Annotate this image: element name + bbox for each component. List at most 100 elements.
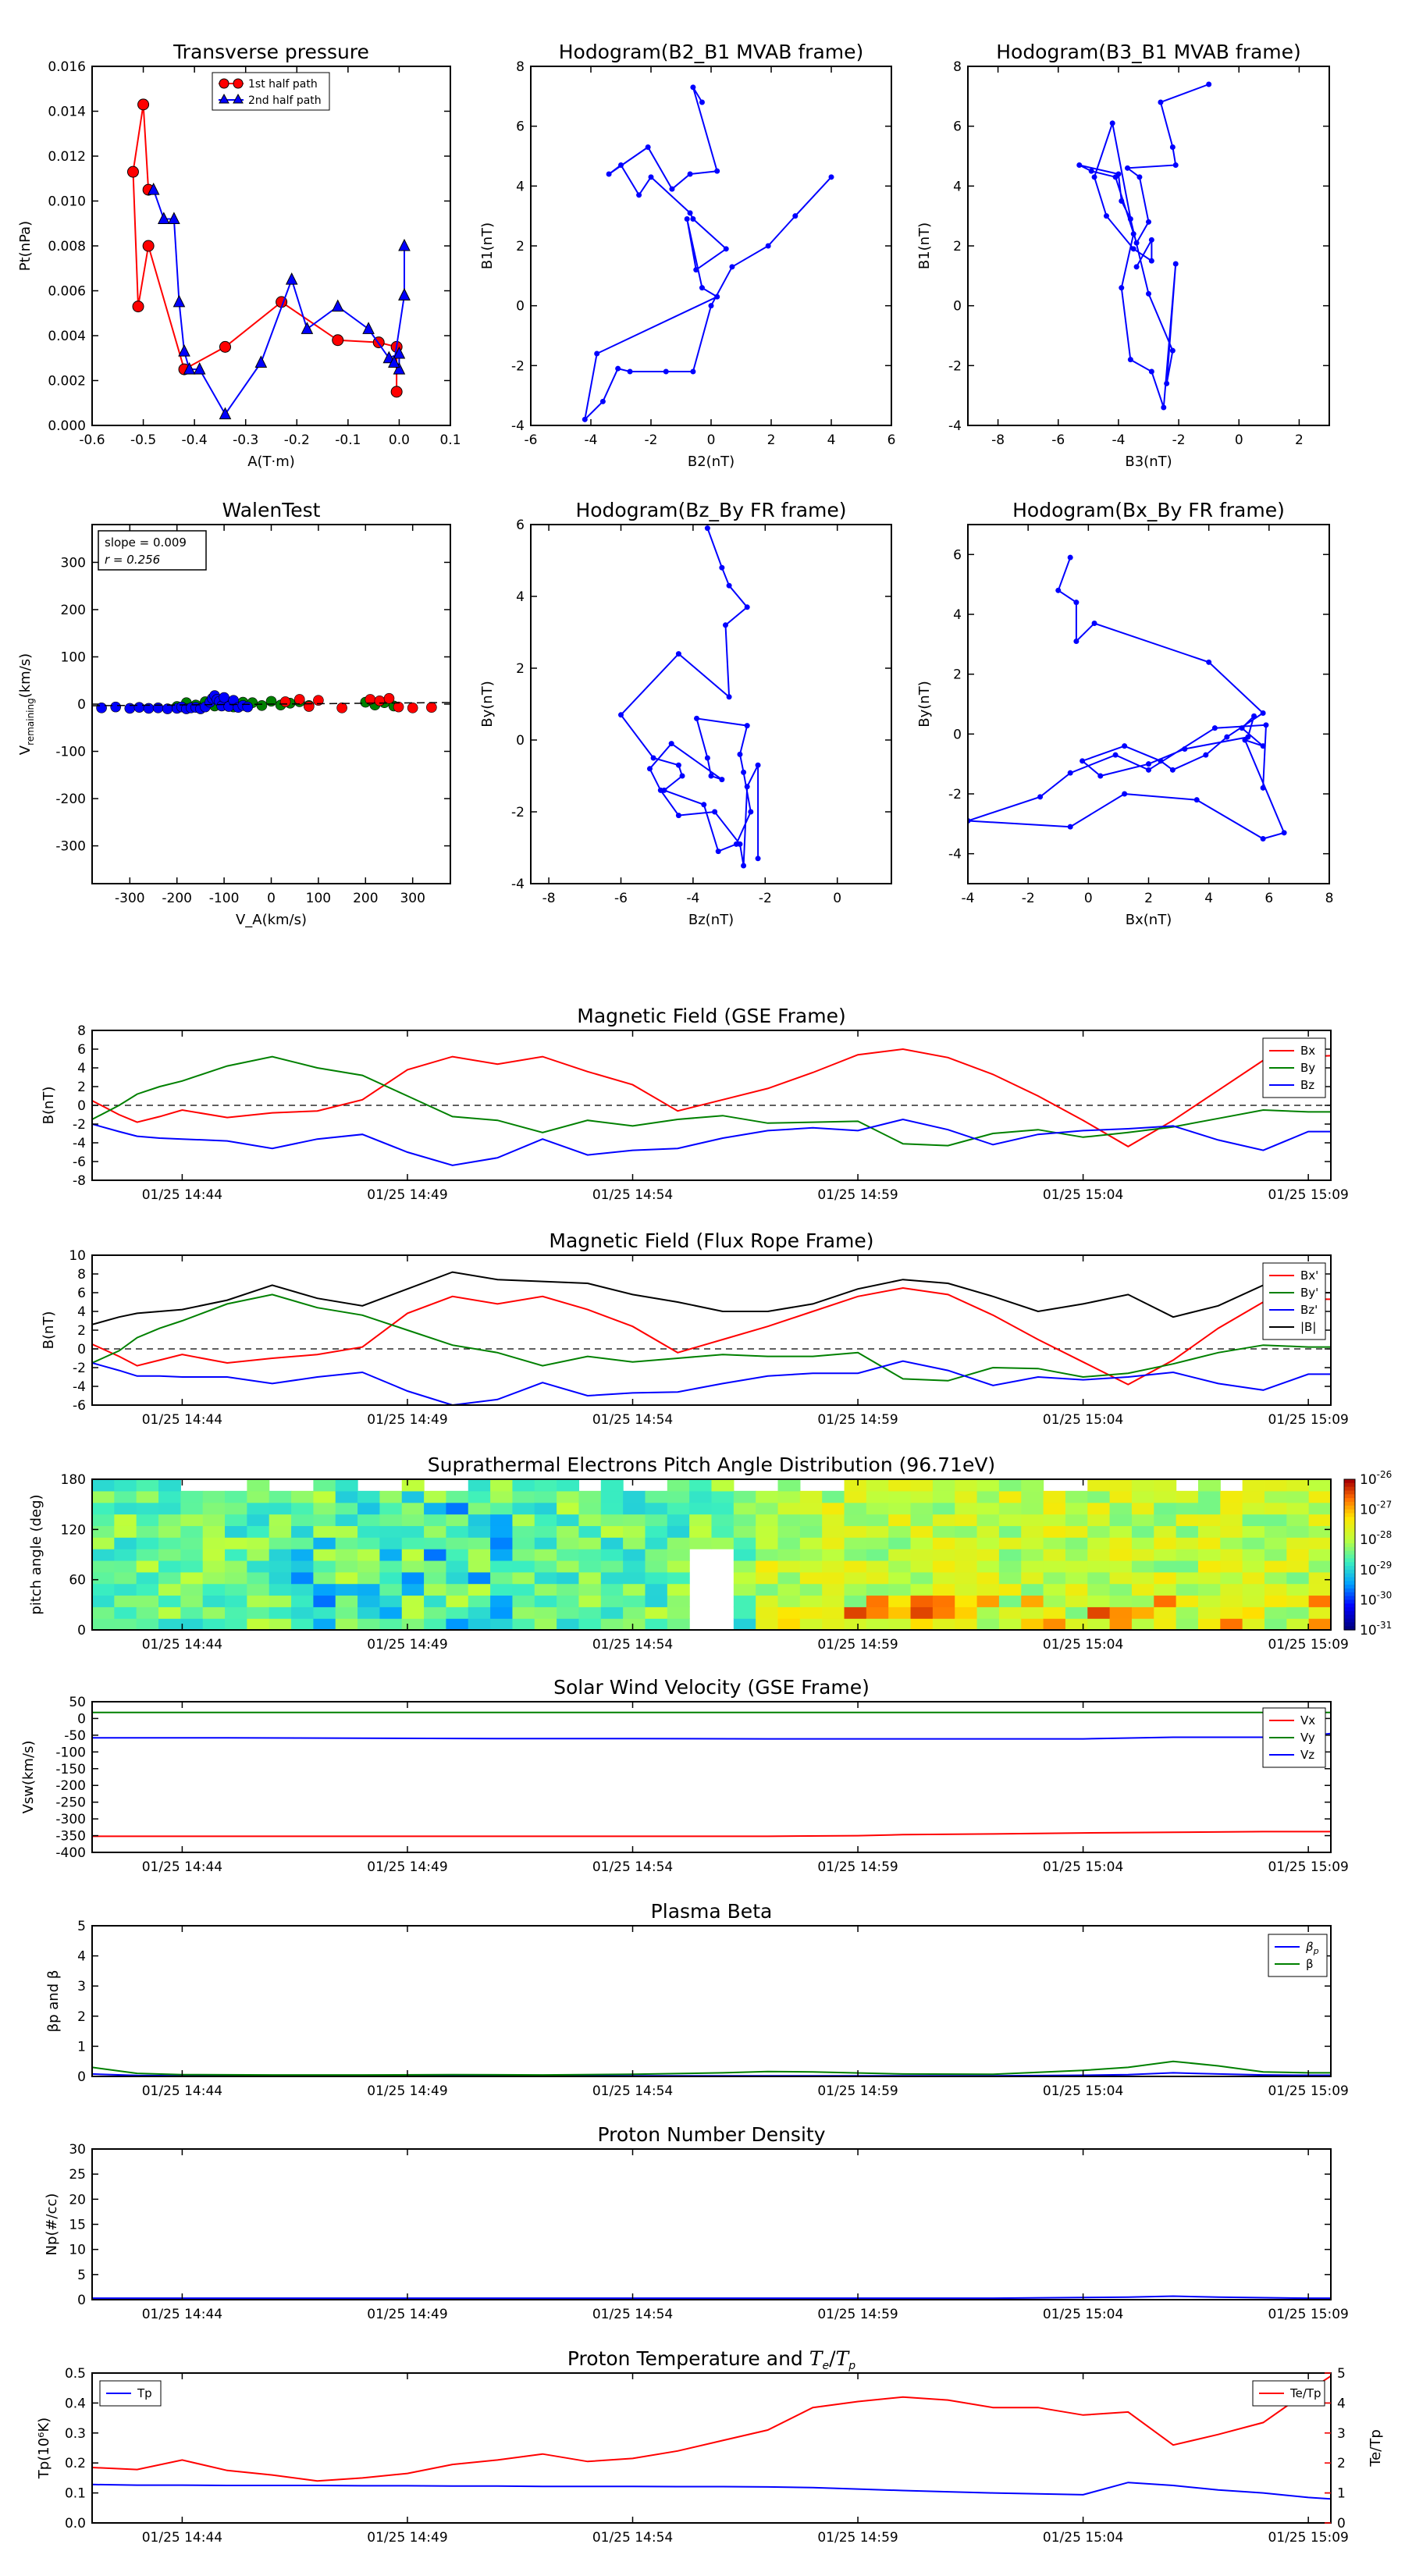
pad-colorbar-base: 10 bbox=[1360, 1472, 1377, 1488]
vsw-ytick-label: -350 bbox=[55, 1829, 86, 1845]
pad-xtick-label: 01/25 14:49 bbox=[367, 1637, 447, 1653]
pad-heatmap-cell bbox=[247, 1525, 270, 1538]
pad-heatmap-cell bbox=[313, 1560, 336, 1573]
pad-heatmap-cell bbox=[313, 1549, 336, 1561]
transverse-marker bbox=[178, 344, 190, 357]
pad-heatmap-cell bbox=[92, 1606, 115, 1619]
pad-heatmap-cell bbox=[92, 1571, 115, 1585]
pad-frame bbox=[91, 1478, 1332, 1631]
pad-heatmap-cell bbox=[92, 1490, 115, 1503]
pad-heatmap-cell bbox=[888, 1549, 912, 1561]
pad-heatmap-cell bbox=[1065, 1595, 1088, 1607]
pad-heatmap-cell bbox=[114, 1514, 137, 1526]
pad-colorbar-exp: -29 bbox=[1377, 1560, 1393, 1571]
tp-title-te: T bbox=[809, 2347, 824, 2370]
pad-heatmap-cell bbox=[1220, 1514, 1243, 1526]
pad-heatmap-cell bbox=[910, 1560, 934, 1573]
pad-heatmap-cell bbox=[932, 1479, 955, 1492]
pad-heatmap-cell bbox=[600, 1525, 624, 1538]
hodo_b3b1-marker bbox=[1161, 404, 1167, 411]
hodo_b3b1-marker bbox=[1130, 246, 1136, 252]
pad-heatmap-cell bbox=[910, 1537, 934, 1550]
transverse-ytick-label: 0.012 bbox=[48, 149, 86, 165]
mag_fr-xtick-label: 01/25 14:44 bbox=[142, 1412, 222, 1428]
pad-colorbar-segment bbox=[1344, 1546, 1355, 1552]
pad-heatmap-cell bbox=[335, 1549, 358, 1561]
pad-heatmap-cell bbox=[645, 1490, 668, 1503]
hodo_b2b1-title: Hodogram(B2_B1 MVAB frame) bbox=[559, 41, 864, 63]
pad-heatmap-cell bbox=[557, 1606, 580, 1619]
hodo_bzby-marker bbox=[744, 604, 750, 610]
mag_gse-series-bx bbox=[92, 1048, 1331, 1147]
pad-heatmap-cell bbox=[225, 1560, 247, 1573]
hodo_bzby-ylabel: By(nT) bbox=[479, 681, 496, 727]
hodo_b3b1-ylabel: B1(nT) bbox=[916, 222, 933, 269]
pad-heatmap-cell bbox=[756, 1549, 779, 1561]
hodo_bxby-marker bbox=[1073, 600, 1080, 606]
pad-heatmap-cell bbox=[976, 1618, 1000, 1630]
pad-xtick-label: 01/25 15:09 bbox=[1268, 1637, 1348, 1653]
pad-ytick-label: 180 bbox=[61, 1472, 86, 1488]
pad-heatmap-cell bbox=[534, 1490, 557, 1503]
pad-heatmap-cell bbox=[866, 1560, 889, 1573]
pad-heatmap-cell bbox=[1286, 1490, 1310, 1503]
mag_gse-ytick-label: 2 bbox=[77, 1080, 86, 1095]
hodo_b3b1-marker bbox=[1088, 168, 1094, 174]
pad-heatmap-cell bbox=[158, 1525, 181, 1538]
transverse-marker bbox=[331, 299, 344, 312]
pad-heatmap-cell bbox=[1308, 1618, 1331, 1630]
walen-ylabel-sub: remaining bbox=[25, 698, 36, 745]
hodo_b3b1-panel: Hodogram(B3_B1 MVAB frame) -8 -6 -4 -2 0 2 -4 -2… bbox=[916, 41, 1330, 470]
transverse-xlabel: A(T·m) bbox=[247, 454, 295, 470]
hodo_b2b1-panel: Hodogram(B2_B1 MVAB frame)-6 -4 -2 0 2 4 6-4-2… bbox=[479, 41, 895, 470]
hodo_b3b1-ytick-label: 8 bbox=[953, 59, 962, 75]
hodo_bzby-marker bbox=[719, 564, 725, 571]
pad-heatmap-cell bbox=[866, 1571, 889, 1585]
pad-heatmap-cell bbox=[1286, 1571, 1310, 1585]
hodo_bzby-marker bbox=[737, 751, 743, 757]
beta-plot-area bbox=[92, 2060, 1331, 2076]
hodo_b3b1-marker bbox=[1133, 240, 1140, 246]
vsw-frame bbox=[91, 1701, 1332, 1853]
transverse-marker bbox=[157, 212, 170, 224]
pad-heatmap-cell bbox=[225, 1618, 247, 1630]
mag_fr-series-by bbox=[92, 1293, 1331, 1382]
pad-heatmap-cell bbox=[756, 1502, 779, 1515]
pad-heatmap-cell bbox=[269, 1571, 292, 1585]
pad-heatmap-cell bbox=[1197, 1490, 1221, 1503]
hodo_bzby-marker bbox=[748, 809, 754, 815]
beta-ytick-label: 4 bbox=[77, 1949, 86, 1965]
pad-heatmap-cell bbox=[1065, 1502, 1088, 1515]
pad-heatmap-cell bbox=[777, 1525, 801, 1538]
pad-heatmap-cell bbox=[1131, 1549, 1154, 1561]
pad-heatmap-cell bbox=[932, 1560, 955, 1573]
walen-xtick-label: 100 bbox=[306, 891, 331, 906]
pad-heatmap-cell bbox=[468, 1571, 491, 1585]
pad-heatmap-cell bbox=[424, 1502, 447, 1515]
pad-heatmap-cell bbox=[512, 1595, 535, 1607]
pad-heatmap-cell bbox=[424, 1560, 447, 1573]
pad-heatmap-cell bbox=[357, 1583, 381, 1596]
pad-heatmap-cell bbox=[1021, 1537, 1044, 1550]
hodo_bzby-marker bbox=[668, 741, 674, 747]
mag_fr-panel: Magnetic Field (Flux Rope Frame) 01/25 14… bbox=[41, 1229, 1349, 1428]
pad-heatmap-cell bbox=[645, 1549, 668, 1561]
pad-heatmap-cell bbox=[1043, 1514, 1066, 1526]
vsw-ytick-label: -300 bbox=[55, 1812, 86, 1827]
pad-heatmap-cell bbox=[910, 1549, 934, 1561]
pad-heatmap-cell bbox=[512, 1514, 535, 1526]
pad-heatmap-cell bbox=[557, 1502, 580, 1515]
np-xtick-label: 01/25 14:59 bbox=[817, 2307, 898, 2322]
mag_fr-ytick-label: 10 bbox=[69, 1248, 86, 1264]
pad-colorbar-segment bbox=[1344, 1614, 1355, 1620]
tp-series-tp bbox=[92, 2482, 1331, 2500]
pad-heatmap-cell bbox=[180, 1595, 204, 1607]
pad-heatmap-cell bbox=[998, 1502, 1022, 1515]
pad-heatmap-cell bbox=[1131, 1583, 1154, 1596]
pad-heatmap-cell bbox=[379, 1595, 403, 1607]
pad-heatmap-cell bbox=[225, 1583, 247, 1596]
pad-heatmap-cell bbox=[756, 1514, 779, 1526]
pad-heatmap-cell bbox=[291, 1571, 314, 1585]
pad-heatmap-cell bbox=[136, 1525, 159, 1538]
pad-heatmap-cell bbox=[291, 1560, 314, 1573]
